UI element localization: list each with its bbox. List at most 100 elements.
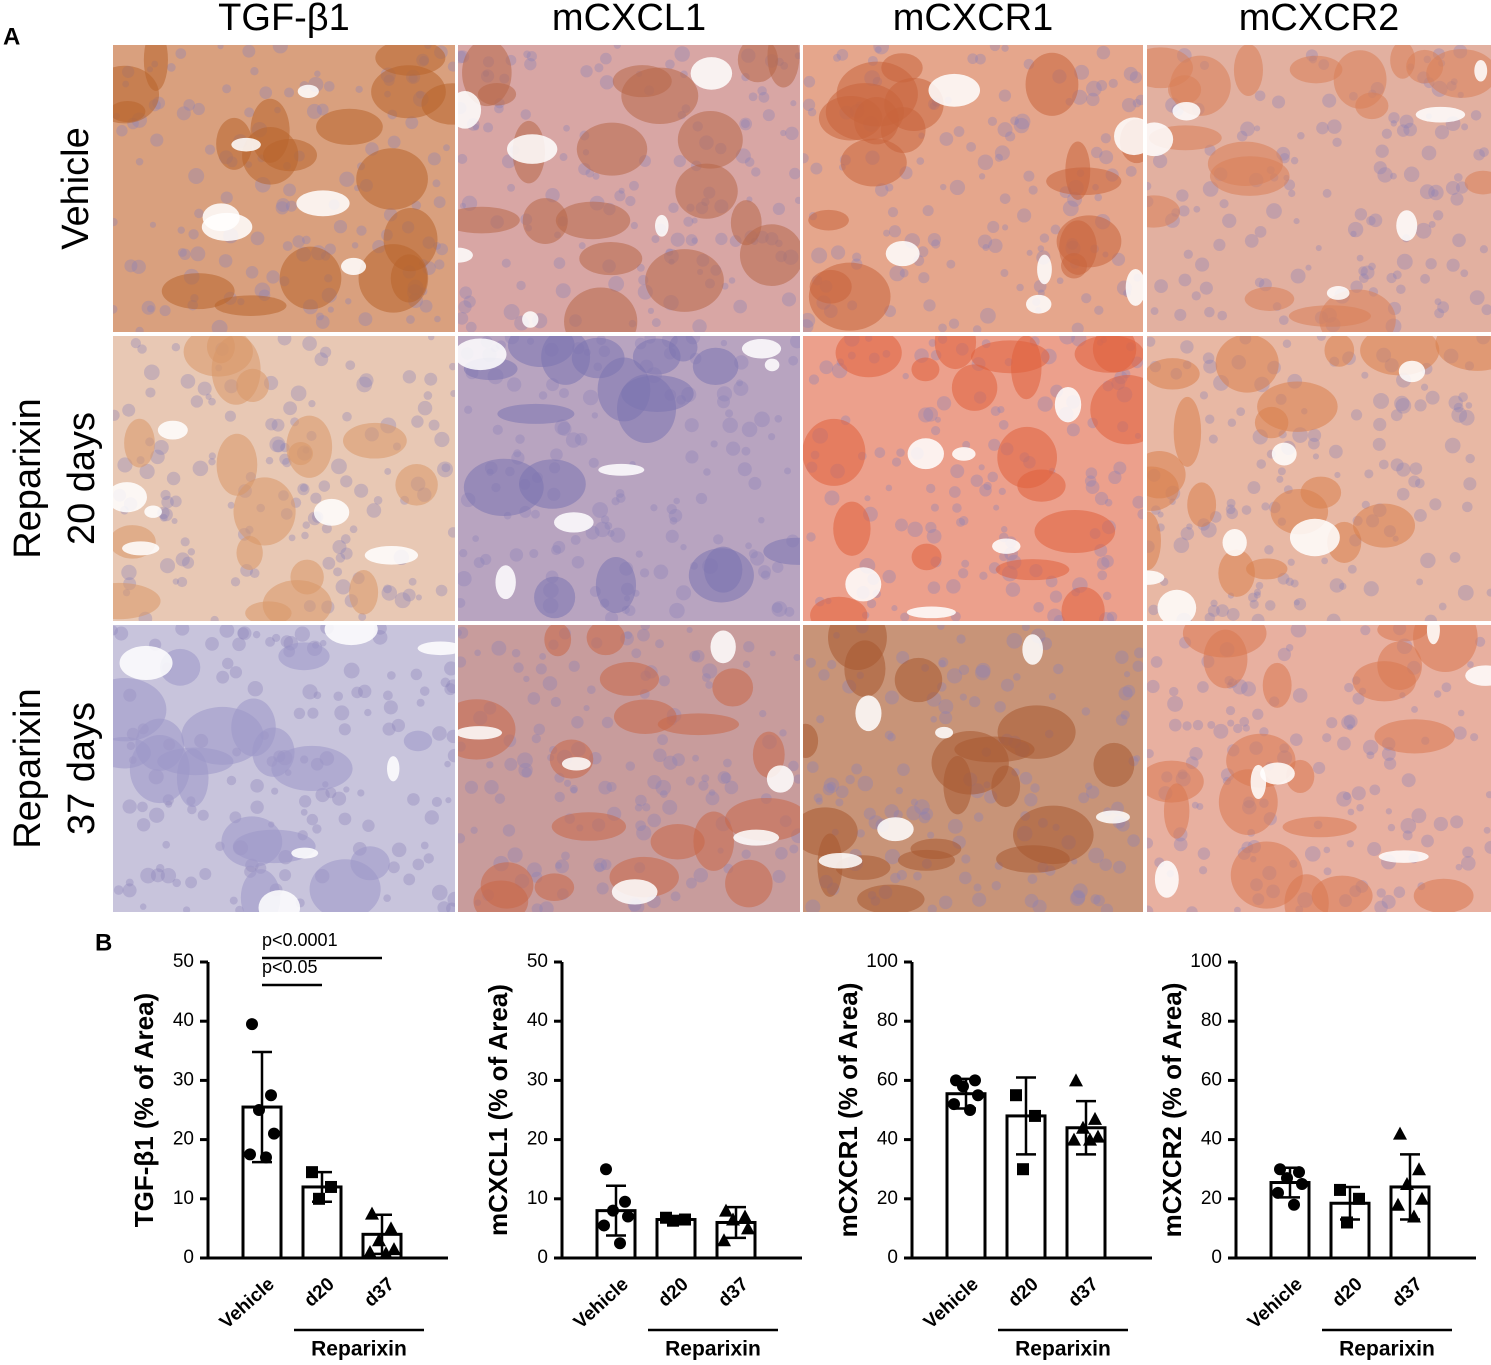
cell (725, 409, 734, 418)
cell (754, 411, 770, 428)
cell (472, 124, 480, 131)
cell (1347, 808, 1355, 816)
y-tick-label: 20 (877, 1188, 898, 1209)
cell (1096, 45, 1111, 60)
cell (775, 846, 788, 860)
y-tick-label: 60 (1201, 1069, 1222, 1090)
cell (928, 339, 937, 347)
cell (358, 613, 367, 621)
cell (578, 242, 586, 250)
cell (1013, 673, 1021, 681)
significance-label: p<0.0001 (262, 930, 338, 950)
cell (875, 46, 882, 53)
data-point (1341, 1216, 1353, 1229)
cell (171, 342, 181, 352)
cell (1453, 402, 1464, 413)
cell (402, 370, 417, 384)
cell (1450, 815, 1464, 829)
cell (658, 675, 670, 687)
cell (464, 405, 473, 414)
cell (139, 903, 147, 910)
cell (598, 780, 613, 795)
micrograph (1147, 336, 1491, 621)
cell (1361, 371, 1369, 379)
stain (290, 559, 324, 595)
stain (1311, 875, 1373, 912)
cell (458, 597, 466, 608)
cell (1086, 80, 1102, 97)
cell (459, 202, 466, 209)
cell (1441, 682, 1452, 693)
cell (166, 471, 181, 486)
cell (447, 748, 455, 763)
cell (550, 448, 563, 461)
cell (794, 196, 800, 204)
cell (680, 544, 687, 551)
cell (923, 406, 939, 422)
cell (447, 527, 455, 538)
cell (334, 705, 350, 721)
cell (1364, 469, 1374, 479)
cell (293, 707, 306, 720)
cell (813, 793, 823, 803)
cell (1213, 723, 1229, 739)
x-tick-label: d20 (1004, 1274, 1042, 1312)
cell (412, 858, 425, 871)
cell (351, 242, 359, 249)
cell (229, 666, 243, 679)
y-tick-label: 50 (173, 951, 194, 972)
cell (130, 337, 141, 349)
cell (676, 585, 692, 601)
cell (1485, 791, 1491, 799)
cell (507, 377, 522, 392)
cell (491, 640, 507, 656)
cell (989, 45, 1001, 52)
cell (302, 336, 317, 351)
cell (614, 190, 626, 202)
cell (1386, 272, 1397, 284)
micrograph (803, 625, 1143, 912)
stain (1090, 375, 1143, 445)
micrograph (113, 45, 455, 332)
cell (302, 684, 318, 700)
cell (1147, 679, 1160, 694)
cell (250, 800, 264, 814)
cell (938, 657, 949, 668)
lumen (458, 726, 503, 740)
cell (1383, 757, 1397, 770)
stain (995, 559, 1070, 581)
y-tick-label: 100 (866, 951, 898, 972)
cell (625, 761, 636, 771)
cell (1122, 684, 1136, 698)
stain (263, 139, 318, 172)
cell (639, 568, 650, 578)
cell (636, 825, 652, 841)
cell (1312, 453, 1320, 460)
cell (473, 557, 485, 569)
cell (288, 534, 296, 542)
cell (1373, 417, 1387, 432)
cell (926, 483, 936, 494)
cell (135, 157, 144, 166)
cell (830, 245, 846, 260)
cell (927, 831, 935, 839)
cell (428, 336, 435, 341)
cell (1285, 577, 1294, 586)
cell (722, 417, 738, 434)
cell (1411, 706, 1418, 713)
cell (884, 690, 899, 705)
cell (978, 464, 985, 471)
cell (1217, 310, 1228, 321)
cell (1316, 336, 1326, 341)
cell (1420, 273, 1430, 284)
lumen (1396, 210, 1418, 241)
cell (1322, 93, 1337, 108)
cell (165, 800, 173, 808)
cell (874, 447, 886, 458)
cell (552, 540, 566, 554)
cell (733, 299, 748, 314)
cell (315, 315, 330, 329)
cell (1421, 145, 1437, 161)
cell (998, 419, 1009, 430)
cell (988, 438, 1001, 451)
